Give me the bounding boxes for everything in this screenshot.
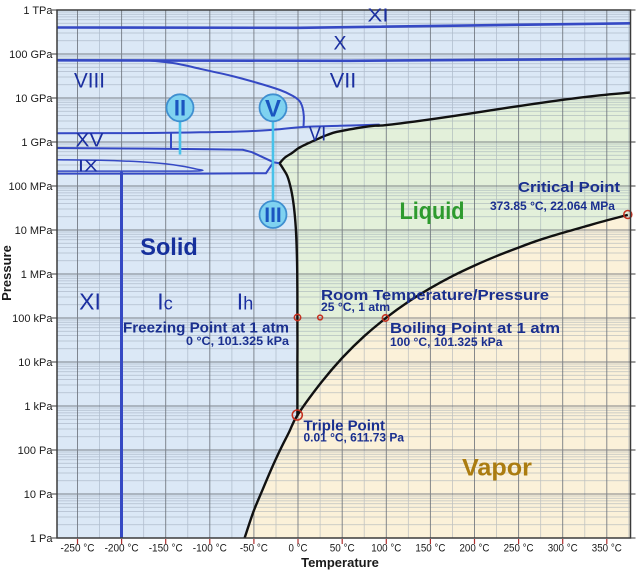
svg-text:350 °C: 350 °C (592, 543, 622, 555)
svg-text:10 MPa: 10 MPa (15, 225, 54, 237)
svg-text:1 MPa: 1 MPa (21, 269, 54, 281)
svg-text:200 °C: 200 °C (460, 543, 490, 555)
svg-text:XV: XV (76, 131, 104, 152)
svg-text:10 kPa: 10 kPa (18, 357, 53, 369)
svg-text:100 MPa: 100 MPa (8, 181, 53, 193)
svg-text:XI: XI (79, 289, 101, 315)
svg-text:II: II (174, 96, 186, 121)
svg-text:XI: XI (368, 6, 389, 26)
svg-text:1 Pa: 1 Pa (30, 533, 54, 545)
svg-text:373.85 °C, 22.064 MPa: 373.85 °C, 22.064 MPa (490, 199, 615, 213)
svg-text:Boiling Point at 1 atm: Boiling Point at 1 atm (390, 320, 560, 337)
svg-text:-150 °C: -150 °C (149, 543, 183, 555)
svg-text:VII: VII (330, 70, 357, 93)
svg-text:-200 °C: -200 °C (105, 543, 139, 555)
svg-text:Solid: Solid (140, 234, 198, 261)
svg-text:50 °C: 50 °C (330, 543, 355, 555)
svg-text:100 °C, 101.325 kPa: 100 °C, 101.325 kPa (390, 335, 503, 349)
svg-text:100 GPa: 100 GPa (9, 49, 53, 61)
svg-text:250 °C: 250 °C (504, 543, 534, 555)
svg-text:Freezing Point at 1 atm: Freezing Point at 1 atm (123, 320, 289, 337)
svg-text:Triple Point: Triple Point (304, 418, 386, 435)
svg-text:Ih: Ih (237, 289, 253, 315)
svg-text:10 GPa: 10 GPa (15, 93, 53, 105)
svg-text:150 °C: 150 °C (415, 543, 445, 555)
svg-text:0 °C, 101.325 kPa: 0 °C, 101.325 kPa (186, 334, 289, 348)
svg-text:Critical Point: Critical Point (518, 179, 620, 196)
svg-text:-50 °C: -50 °C (240, 543, 268, 555)
svg-text:X: X (334, 34, 347, 55)
svg-text:100 kPa: 100 kPa (12, 313, 53, 325)
svg-text:-100 °C: -100 °C (193, 543, 227, 555)
svg-text:V: V (265, 95, 281, 122)
svg-text:Ic: Ic (157, 289, 172, 315)
svg-text:VI: VI (309, 124, 327, 146)
svg-text:Vapor: Vapor (462, 455, 532, 482)
svg-text:0.01 °C, 611.73 Pa: 0.01 °C, 611.73 Pa (304, 431, 405, 445)
svg-text:300 °C: 300 °C (548, 543, 578, 555)
svg-text:Liquid: Liquid (400, 198, 465, 225)
svg-text:1 TPa: 1 TPa (23, 5, 53, 17)
svg-text:10 Pa: 10 Pa (24, 489, 54, 501)
svg-text:-250 °C: -250 °C (61, 543, 95, 555)
svg-text:Room Temperature/Pressure: Room Temperature/Pressure (321, 287, 549, 304)
svg-text:100 Pa: 100 Pa (18, 445, 54, 457)
svg-text:VIII: VIII (74, 70, 105, 93)
svg-text:100 °C: 100 °C (371, 543, 401, 555)
svg-text:Pressure: Pressure (0, 245, 14, 301)
svg-text:Temperature: Temperature (301, 555, 379, 570)
svg-text:1 kPa: 1 kPa (24, 401, 53, 413)
svg-text:0 °C: 0 °C (289, 543, 308, 555)
svg-text:III: III (264, 204, 282, 227)
svg-text:25 °C, 1 atm: 25 °C, 1 atm (321, 300, 390, 314)
svg-text:1 GPa: 1 GPa (21, 137, 53, 149)
svg-text:IX: IX (78, 157, 98, 176)
